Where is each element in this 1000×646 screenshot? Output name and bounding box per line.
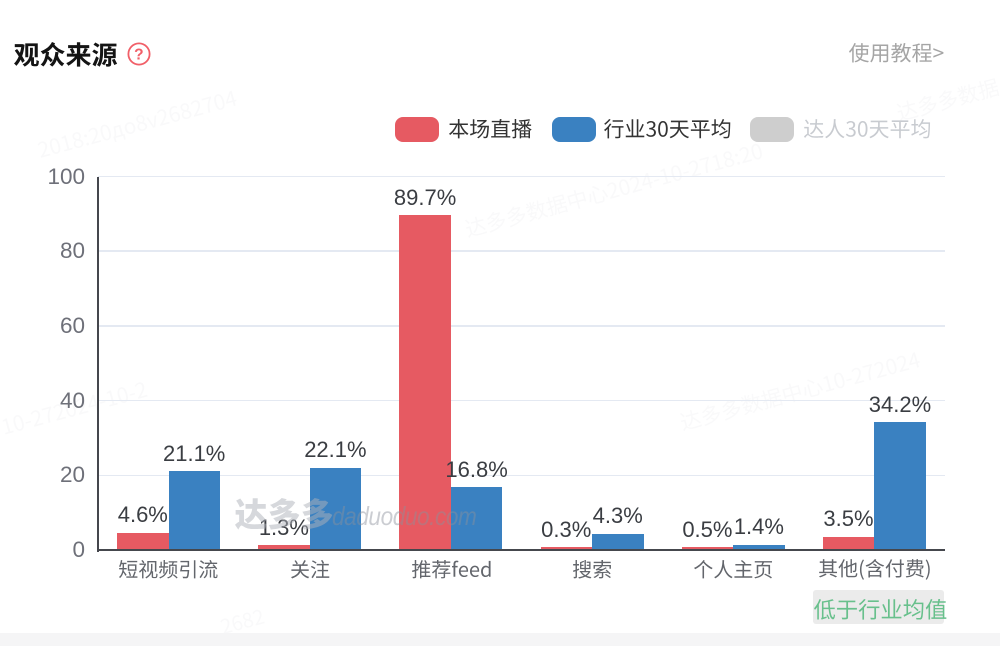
svg-text:?: ? xyxy=(134,46,143,63)
